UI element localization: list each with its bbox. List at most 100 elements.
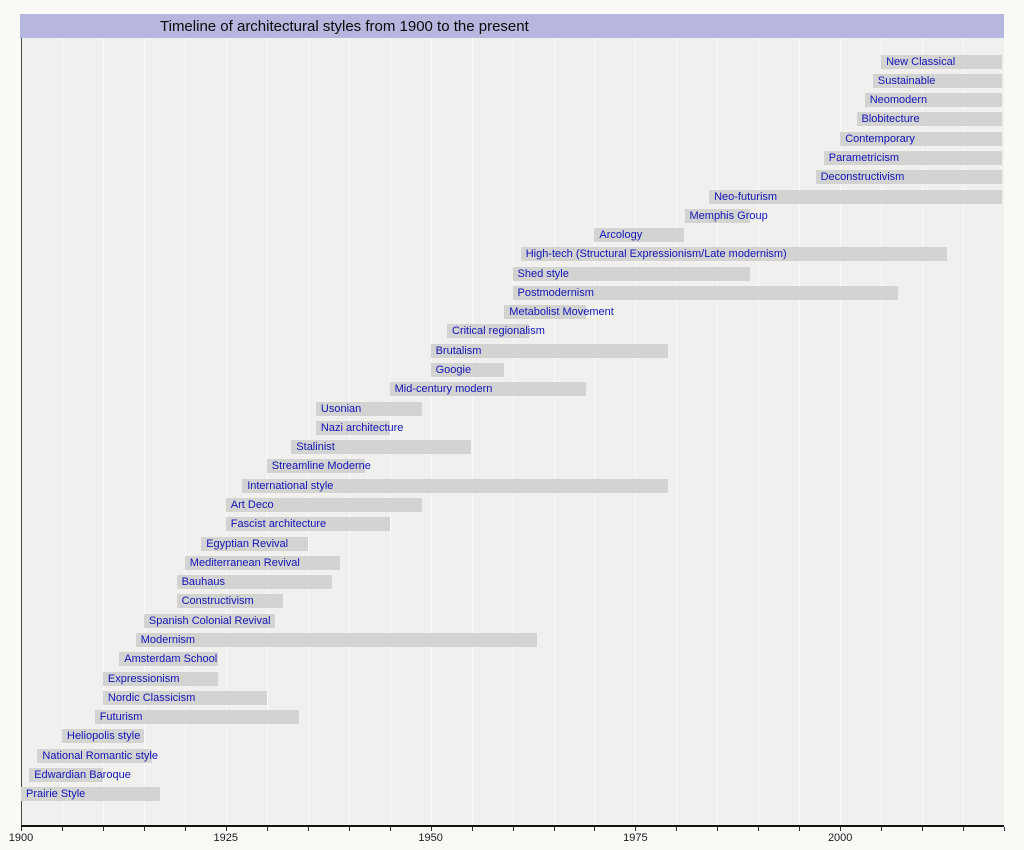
timeline-bar: [520, 247, 947, 262]
timeline-bar: [37, 748, 153, 763]
timeline-bar-label: Deconstructivism: [820, 171, 905, 184]
timeline-bar: [504, 305, 587, 320]
timeline-bar: [201, 536, 308, 551]
gridline: [512, 38, 514, 825]
timeline-bar-label: Modernism: [140, 633, 196, 646]
axis-tick: [676, 827, 678, 831]
timeline-bar-label: Postmodernism: [517, 286, 594, 299]
chart-title: Timeline of architectural styles from 19…: [160, 17, 529, 35]
timeline-bar: [62, 729, 144, 744]
timeline-bar-label: Neo-futurism: [714, 190, 778, 203]
axis-tick: [922, 827, 924, 831]
axis-tick: [717, 827, 719, 831]
timeline-bar: [225, 517, 390, 532]
timeline-bar: [266, 459, 366, 474]
gridline: [717, 38, 719, 825]
axis-tick-label: 2000: [827, 832, 853, 844]
timeline-bar: [864, 93, 1002, 108]
x-axis-line: [21, 825, 1004, 827]
timeline-bar-label: Neomodern: [869, 94, 928, 107]
timeline-bar-label: Contemporary: [845, 132, 915, 145]
gridline: [963, 38, 964, 825]
timeline-bar: [881, 54, 1002, 69]
timeline-bar-label: National Romantic style: [42, 749, 158, 762]
timeline-bar: [184, 555, 341, 570]
timeline-bar: [315, 420, 390, 435]
plot-left-frame: [21, 38, 22, 825]
axis-tick: [184, 827, 186, 831]
timeline-bar-label: Metabolist Movement: [509, 306, 614, 319]
timeline-bar: [143, 613, 275, 628]
axis-tick-label: 1925: [213, 832, 239, 844]
timeline-bar-label: Usonian: [320, 402, 362, 415]
timeline-bar: [102, 690, 267, 705]
timeline-bar: [684, 208, 750, 223]
timeline-bar: [225, 497, 423, 512]
timeline-bar: [430, 343, 669, 358]
timeline-bar: [135, 632, 538, 647]
gridline: [225, 38, 227, 825]
gridline: [471, 38, 473, 825]
timeline-bar-label: Art Deco: [230, 498, 274, 511]
timeline-bar-label: High-tech (Structural Expressionism/Late…: [525, 248, 787, 261]
timeline-bar-label: International style: [247, 479, 334, 492]
timeline-bar-label: Egyptian Revival: [206, 537, 289, 550]
chart-title-bar: Timeline of architectural styles from 19…: [20, 14, 1004, 38]
axis-tick: [512, 827, 514, 831]
timeline-bar: [102, 671, 218, 686]
axis-tick: [635, 827, 637, 831]
timeline-bar-label: Edwardian Baroque: [34, 768, 131, 781]
gridline: [1004, 38, 1005, 825]
timeline-bar-label: Arcology: [599, 229, 643, 241]
timeline-bar: [389, 382, 587, 397]
timeline-bar-label: Constructivism: [181, 595, 254, 608]
timeline-bar-label: Blobitecture: [861, 113, 920, 126]
axis-tick: [799, 827, 801, 831]
axis-tick: [225, 827, 227, 831]
timeline-bar-label: Parametricism: [828, 151, 900, 164]
gridline: [758, 38, 760, 825]
timeline-bar: [512, 266, 751, 281]
timeline-bar: [119, 652, 218, 667]
axis-tick: [102, 827, 104, 831]
gridline: [799, 38, 801, 825]
gridline: [102, 38, 104, 825]
timeline-bar: [176, 575, 333, 590]
gridline: [430, 38, 432, 825]
timeline-bar-label: Mid-century modern: [394, 383, 493, 396]
gridline: [881, 38, 883, 825]
timeline-bar: [242, 478, 669, 493]
axis-tick-label: 1950: [418, 832, 443, 844]
axis-tick: [594, 827, 596, 831]
gridline: [307, 38, 309, 825]
gridline: [553, 38, 555, 825]
timeline-bar-label: Spanish Colonial Revival: [148, 614, 271, 627]
timeline-bar: [594, 228, 685, 242]
timeline-bar: [823, 150, 1002, 165]
gridline: [922, 38, 924, 825]
axis-tick: [348, 827, 350, 831]
axis-tick: [963, 827, 964, 831]
timeline-bar: [21, 787, 161, 802]
gridline: [184, 38, 186, 825]
gridline: [143, 38, 145, 825]
axis-tick: [553, 827, 555, 831]
timeline-bar-label: Stalinist: [296, 441, 335, 454]
gridline: [389, 38, 391, 825]
timeline-bar-label: Shed style: [517, 267, 569, 280]
timeline-bar: [856, 112, 1002, 127]
timeline-bar: [29, 767, 103, 782]
timeline-bar-label: Critical regionalism: [452, 325, 545, 338]
timeline-bar: [512, 285, 898, 300]
axis-tick: [1004, 827, 1005, 831]
gridline: [266, 38, 268, 825]
timeline-bar-label: Streamline Moderne: [271, 460, 371, 473]
axis-tick-label: 1900: [8, 832, 34, 844]
timeline-bar: [447, 324, 529, 339]
axis-tick: [266, 827, 268, 831]
axis-tick: [62, 827, 63, 831]
axis-tick: [21, 827, 22, 831]
axis-tick-label: 1975: [623, 832, 648, 844]
timeline-bar-label: Futurism: [99, 711, 143, 723]
